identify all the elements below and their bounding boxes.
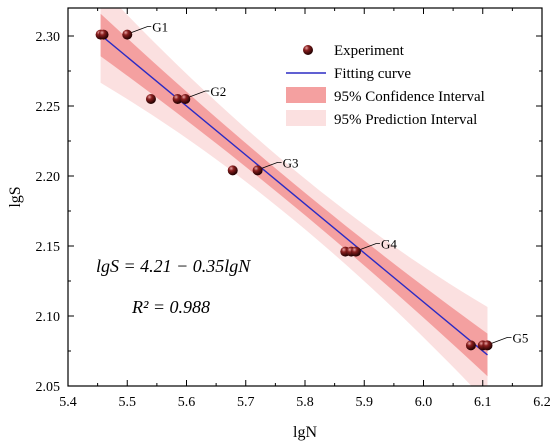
group-label: G1: [152, 20, 168, 35]
regression-equation: lgS = 4.21 − 0.35lgN: [96, 256, 251, 276]
data-point: [145, 94, 156, 104]
data-point: [350, 246, 361, 257]
x-tick-labels: 5.4 5.5 5.6 5.7 5.8 5.9 6.0 6.1 6.2: [59, 395, 550, 410]
data-point: [98, 29, 109, 40]
x-axis-label: lgN: [293, 424, 317, 441]
x-tick-label: 5.5: [119, 395, 137, 410]
y-tick-labels: 2.05 2.10 2.15 2.20 2.25 2.30: [36, 30, 61, 395]
y-tick-label: 2.30: [36, 30, 61, 45]
x-tick-label: 5.6: [178, 395, 196, 410]
legend-item-confidence: 95% Confidence Interval: [334, 89, 485, 105]
data-point: [122, 29, 133, 40]
x-tick-label: 5.7: [237, 395, 255, 410]
data-point: [482, 340, 493, 351]
group-label: G3: [283, 155, 299, 170]
legend-prediction-swatch: [286, 110, 326, 126]
group-label: G5: [512, 330, 528, 345]
y-tick-label: 2.10: [36, 310, 61, 325]
group-label-leaders: [131, 26, 512, 344]
x-tick-label: 5.8: [296, 395, 314, 410]
x-tick-label: 5.9: [356, 395, 374, 410]
data-point: [252, 165, 263, 176]
legend-point-marker: [303, 45, 313, 55]
legend-confidence-swatch: [286, 87, 326, 103]
group-labels: G1 G2 G3 G4 G5: [152, 20, 528, 346]
data-point: [465, 340, 476, 351]
legend-item-fitting-curve: Fitting curve: [334, 66, 411, 82]
fitting-curve-layer: [100, 34, 488, 356]
y-tick-label: 2.20: [36, 170, 61, 185]
experiment-points: [95, 29, 493, 351]
group-label-leader: [131, 26, 152, 33]
group-label: G4: [381, 237, 397, 252]
group-label-leader: [359, 243, 380, 250]
data-point: [180, 94, 191, 104]
group-label-leader: [189, 90, 210, 98]
r-squared: R² = 0.988: [131, 297, 210, 317]
y-tick-label: 2.15: [36, 240, 61, 255]
x-tick-label: 6.1: [474, 395, 492, 410]
y-tick-label: 2.25: [36, 100, 61, 115]
group-label-leader: [491, 336, 512, 344]
legend: Experiment Fitting curve 95% Confidence …: [286, 43, 485, 128]
x-tick-label: 6.0: [415, 395, 433, 410]
x-tick-label: 5.4: [59, 395, 77, 410]
group-label-leader: [261, 161, 282, 169]
group-label: G2: [210, 84, 226, 99]
y-tick-label: 2.05: [36, 380, 61, 395]
legend-item-prediction: 95% Prediction Interval: [334, 112, 477, 128]
data-point: [227, 165, 238, 176]
data-point: [172, 94, 183, 104]
axis-ticks: [67, 8, 543, 387]
x-tick-label: 6.2: [533, 395, 550, 410]
fitting-curve-line: [100, 34, 488, 356]
y-axis-label: lgS: [7, 186, 24, 207]
legend-item-experiment: Experiment: [334, 43, 405, 59]
